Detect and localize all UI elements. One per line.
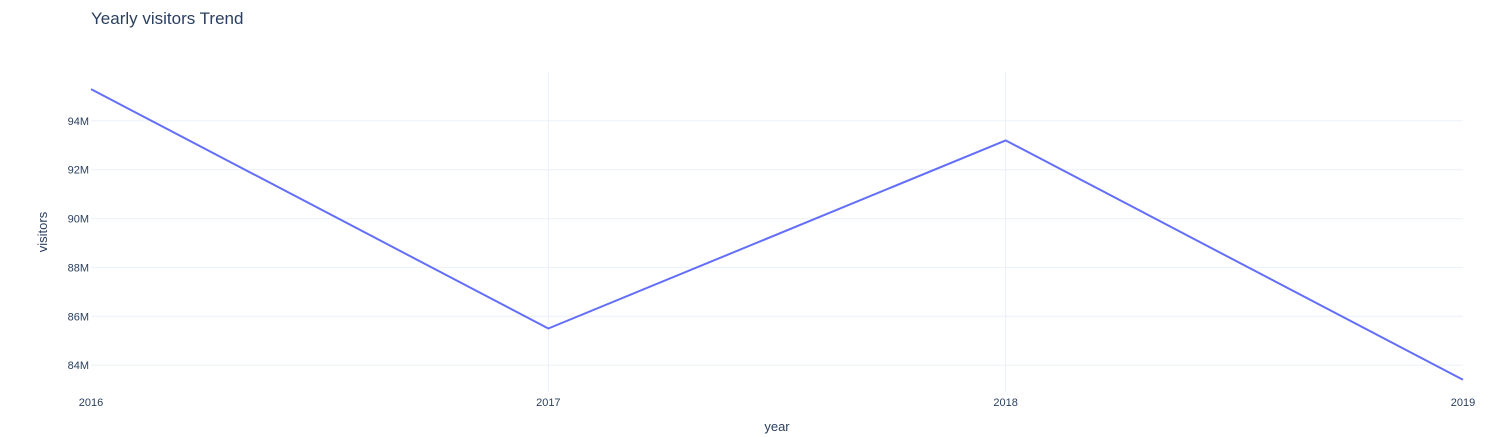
series-line [90, 88, 1464, 381]
chart-title: Yearly visitors Trend [91, 9, 243, 28]
x-tick-label: 2016 [79, 397, 103, 409]
x-tick-label: 2018 [993, 397, 1017, 409]
x-tick-label: 2019 [1451, 397, 1475, 409]
series-layer [90, 88, 1464, 381]
x-axis-title: year [764, 419, 790, 434]
y-axis-ticks: 84M 86M 88M 90M 92M 94M [68, 116, 89, 372]
x-axis-ticks: 2016 2017 2018 2019 [79, 397, 1475, 409]
y-tick-label: 90M [68, 214, 89, 226]
y-axis-title: visitors [35, 211, 50, 252]
grid-lines [91, 72, 1463, 392]
y-tick-label: 86M [68, 311, 89, 323]
y-tick-label: 94M [68, 116, 89, 128]
y-tick-label: 92M [68, 165, 89, 177]
y-tick-label: 84M [68, 360, 89, 372]
x-tick-label: 2017 [536, 397, 560, 409]
y-tick-label: 88M [68, 262, 89, 274]
